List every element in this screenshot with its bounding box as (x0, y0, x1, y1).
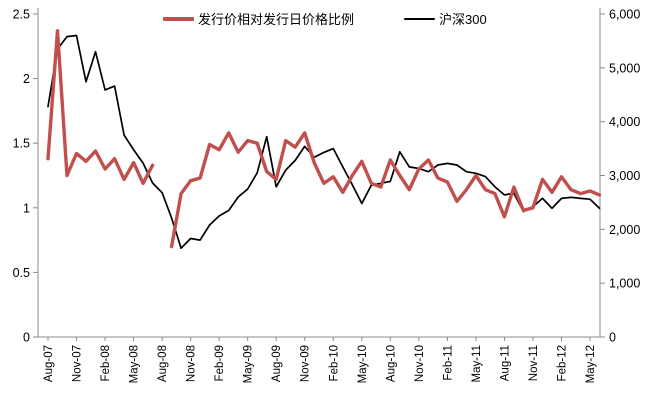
csi300-legend-marker (404, 17, 436, 20)
x-axis-tick-label: Aug-08 (157, 345, 169, 382)
x-axis-tick-label: Nov-10 (414, 345, 426, 382)
ratio-series-legend-marker (163, 16, 194, 21)
right-axis-tick-label: 1,000 (609, 277, 640, 291)
right-axis-tick-label: 3,000 (609, 169, 640, 183)
left-axis-tick-label: 1.5 (13, 137, 30, 151)
x-axis-tick-label: Aug-09 (271, 345, 283, 382)
x-axis-tick-label: Feb-11 (442, 345, 454, 381)
right-axis-tick-label: 0 (609, 331, 616, 345)
x-axis-tick-label: Feb-08 (100, 345, 112, 381)
x-axis-tick-label: May-12 (585, 345, 597, 383)
ratio-line (46, 29, 602, 249)
csi300-legend-label: 沪深300 (439, 12, 487, 27)
left-axis-tick-label: 2 (23, 72, 30, 86)
right-axis-tick-label: 5,000 (609, 61, 640, 75)
x-axis-tick-label: Nov-08 (186, 345, 198, 382)
x-axis-tick-label: Aug-11 (499, 345, 511, 381)
x-axis-tick-label: May-08 (129, 345, 141, 383)
x-axis-tick-label: May-09 (243, 345, 255, 383)
right-axis-tick-label: 4,000 (609, 115, 640, 129)
x-axis-tick-label: Nov-09 (300, 345, 312, 382)
x-axis-tick-label: May-11 (471, 345, 483, 383)
x-axis-tick-label: Nov-11 (528, 345, 540, 381)
x-axis-tick-label: Feb-12 (556, 345, 568, 381)
x-axis-tick-label: Aug-07 (43, 345, 55, 382)
x-axis-tick-label: Feb-10 (328, 345, 340, 381)
left-axis-tick-label: 1 (23, 201, 30, 215)
right-axis-tick-label: 6,000 (609, 8, 640, 22)
ratio-series-legend-label: 发行价相对发行日价格比例 (198, 12, 355, 27)
left-axis-tick-label: 0 (23, 331, 30, 345)
right-axis-tick-label: 2,000 (609, 223, 640, 237)
x-axis-tick-label: Nov-07 (72, 345, 84, 382)
chart-legend: 发行价相对发行日价格比例 沪深300 (163, 9, 487, 28)
x-axis-tick-label: May-10 (357, 345, 369, 383)
csi300-line (47, 34, 601, 250)
left-axis-tick-label: 2.5 (13, 8, 30, 22)
left-axis-tick-label: 0.5 (13, 266, 30, 280)
x-axis-tick-label: Feb-09 (214, 345, 226, 381)
x-axis-tick-label: Aug-10 (385, 345, 397, 382)
